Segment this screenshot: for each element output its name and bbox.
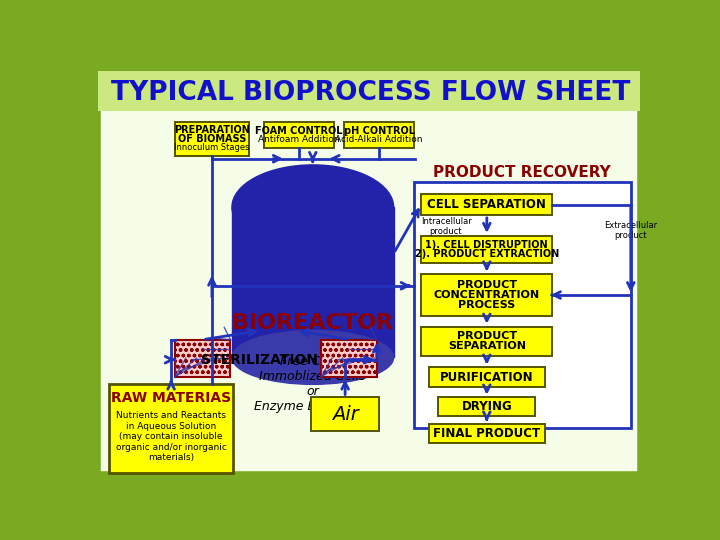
- FancyBboxPatch shape: [321, 340, 377, 377]
- Text: Air: Air: [332, 405, 359, 424]
- Text: CONCENTRATION: CONCENTRATION: [433, 290, 540, 300]
- Text: CELL SEPARATION: CELL SEPARATION: [428, 198, 546, 211]
- FancyBboxPatch shape: [429, 424, 544, 443]
- Text: FOAM CONTROL: FOAM CONTROL: [255, 125, 343, 136]
- FancyBboxPatch shape: [98, 71, 640, 111]
- Text: PRODUCT: PRODUCT: [456, 280, 517, 289]
- FancyBboxPatch shape: [311, 397, 379, 431]
- Text: 1). CELL DISTRUPTION: 1). CELL DISTRUPTION: [426, 240, 548, 249]
- Text: PROCESS: PROCESS: [458, 300, 516, 310]
- Text: Extracellular
product: Extracellular product: [604, 221, 657, 240]
- FancyBboxPatch shape: [109, 384, 233, 473]
- Ellipse shape: [232, 165, 394, 249]
- FancyBboxPatch shape: [421, 194, 552, 215]
- Text: OF BIOMASS: OF BIOMASS: [178, 134, 246, 144]
- FancyBboxPatch shape: [175, 122, 249, 156]
- FancyBboxPatch shape: [264, 122, 333, 148]
- FancyBboxPatch shape: [438, 397, 535, 416]
- Text: SEPARATION: SEPARATION: [448, 341, 526, 351]
- Text: Innoculum Stages: Innoculum Stages: [174, 143, 250, 152]
- Text: BIOREACTOR: BIOREACTOR: [233, 313, 393, 333]
- Ellipse shape: [232, 330, 394, 384]
- Text: TYPICAL BIOPROCESS FLOW SHEET: TYPICAL BIOPROCESS FLOW SHEET: [111, 79, 630, 105]
- Text: Antifoam Addition: Antifoam Addition: [258, 135, 340, 144]
- Text: STERILIZATION: STERILIZATION: [201, 354, 318, 368]
- FancyBboxPatch shape: [429, 367, 544, 387]
- FancyBboxPatch shape: [421, 327, 552, 356]
- Text: 2). PRODUCT EXTRACTION: 2). PRODUCT EXTRACTION: [415, 249, 559, 259]
- Text: PREPARATION: PREPARATION: [174, 125, 250, 135]
- Text: Intracellular
product: Intracellular product: [420, 217, 472, 236]
- Text: RAW MATERIAS: RAW MATERIAS: [111, 391, 231, 405]
- FancyBboxPatch shape: [344, 122, 414, 148]
- FancyBboxPatch shape: [421, 274, 552, 316]
- Text: Free Cells,
Immoblized Cells
or
Enzyme Bioreactor: Free Cells, Immoblized Cells or Enzyme B…: [253, 355, 372, 413]
- FancyBboxPatch shape: [98, 71, 640, 475]
- Text: Acid-Alkali Addition: Acid-Alkali Addition: [336, 135, 423, 144]
- FancyBboxPatch shape: [175, 340, 230, 377]
- Text: PURIFICATION: PURIFICATION: [440, 371, 534, 384]
- Text: FINAL PRODUCT: FINAL PRODUCT: [433, 427, 541, 440]
- Text: pH CONTROL: pH CONTROL: [343, 125, 415, 136]
- Bar: [232, 207, 394, 357]
- FancyBboxPatch shape: [421, 236, 552, 262]
- Text: PRODUCT: PRODUCT: [456, 332, 517, 341]
- Text: DRYING: DRYING: [462, 400, 512, 413]
- Text: PRODUCT RECOVERY: PRODUCT RECOVERY: [433, 165, 611, 180]
- Text: Nutrients and Reactants
in Aqueous Solution
(may contain insoluble
organic and/o: Nutrients and Reactants in Aqueous Solut…: [116, 411, 227, 462]
- FancyBboxPatch shape: [414, 182, 631, 428]
